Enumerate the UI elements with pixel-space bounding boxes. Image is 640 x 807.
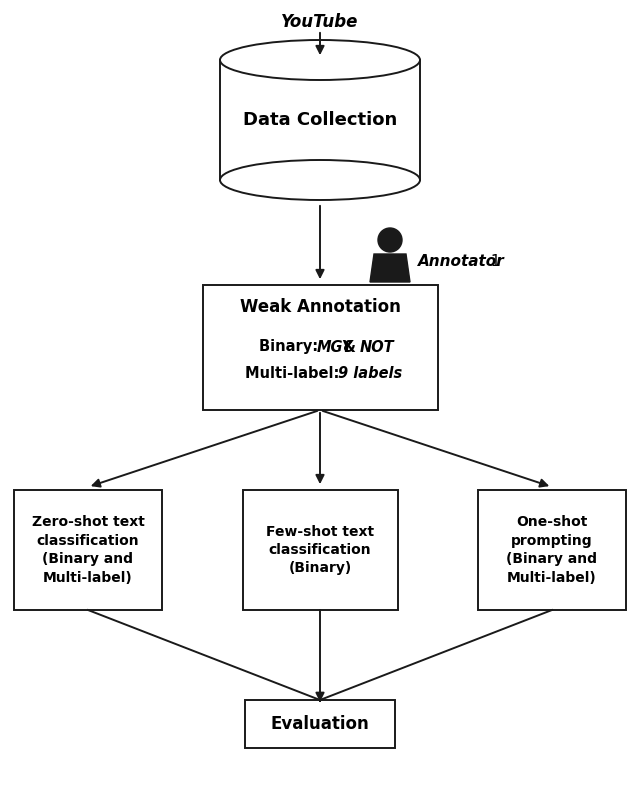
Bar [245,700,395,748]
Text: Few-shot text
classification
(Binary): Few-shot text classification (Binary) [266,525,374,575]
Text: One-shot
prompting
(Binary and
Multi-label): One-shot prompting (Binary and Multi-lab… [506,516,598,584]
Text: 1: 1 [486,254,500,270]
Text: YouTube: YouTube [282,13,358,31]
Polygon shape [370,254,410,282]
Text: Zero-shot text
classification
(Binary and
Multi-label): Zero-shot text classification (Binary an… [31,516,145,584]
Text: Evaluation: Evaluation [271,715,369,733]
Text: Annotator: Annotator [418,254,505,270]
Text: Binary:: Binary: [259,340,324,354]
Bar [243,490,397,610]
Text: 9 labels: 9 labels [338,366,402,380]
Ellipse shape [220,40,420,80]
Text: Weak Annotation: Weak Annotation [239,298,401,316]
Text: Multi-label:: Multi-label: [245,366,344,380]
Ellipse shape [220,160,420,200]
Text: MGY: MGY [316,340,353,354]
Bar [478,490,626,610]
Text: &: & [338,340,361,354]
Text: NOT: NOT [359,340,394,354]
Text: Data Collection: Data Collection [243,111,397,129]
Bar [202,285,438,410]
Bar [14,490,162,610]
Circle shape [378,228,402,252]
